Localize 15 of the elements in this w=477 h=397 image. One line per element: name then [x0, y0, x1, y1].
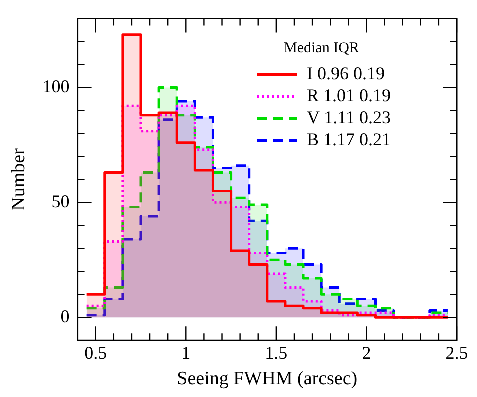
y-tick-label: 100	[42, 76, 70, 96]
x-axis-title: Seeing FWHM (arcsec)	[177, 368, 358, 390]
legend-label: R 1.01 0.19	[307, 86, 392, 106]
y-tick-label: 50	[52, 191, 70, 212]
x-tick-label: 0.5	[84, 343, 108, 364]
x-tick-label: 1	[182, 343, 191, 364]
x-tick-label: 2	[362, 343, 372, 364]
legend-label: V 1.11 0.23	[307, 108, 392, 128]
y-tick-label: 0	[60, 306, 70, 326]
x-tick-label: 1.5	[265, 343, 288, 364]
y-axis-title: Number	[8, 148, 30, 211]
legend-label: I 0.96 0.19	[307, 64, 385, 84]
legend-title: Median IQR	[284, 40, 360, 57]
x-tick-label: 2.5	[446, 343, 468, 364]
legend-label: B 1.17 0.21	[307, 130, 392, 150]
